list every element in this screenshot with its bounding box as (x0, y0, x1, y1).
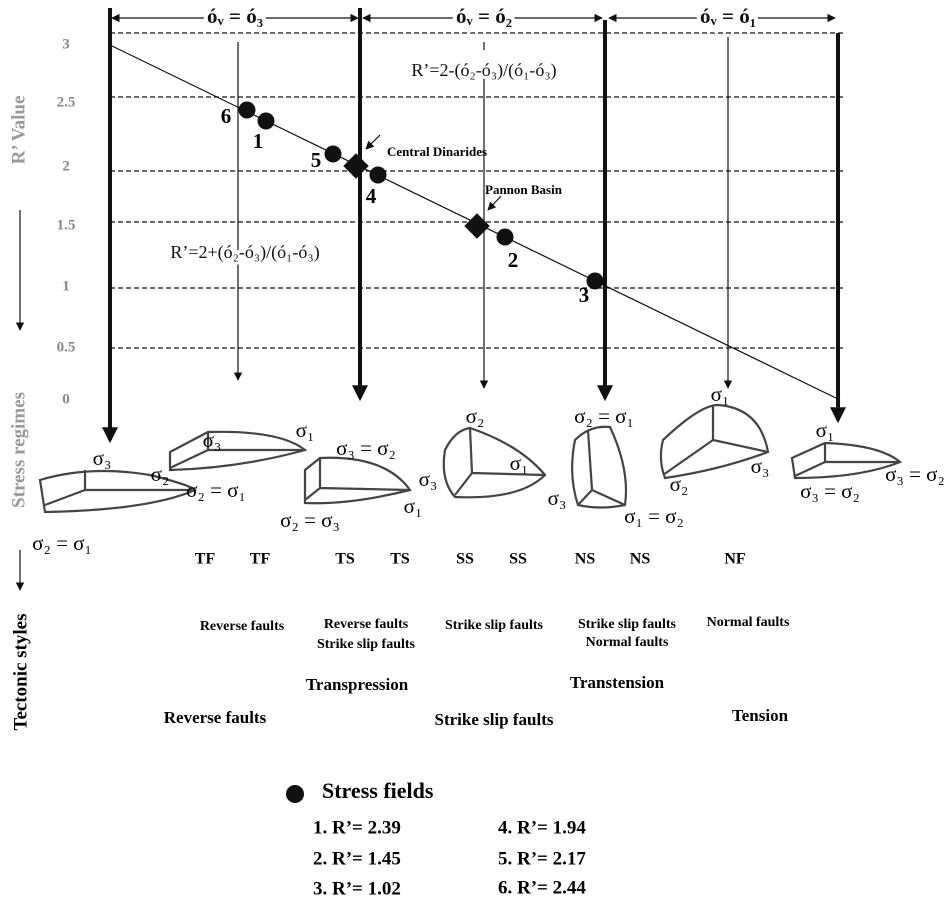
stress-label: σ₃ (751, 454, 770, 478)
tectonic-style: Reverse faults (164, 708, 267, 727)
tectonic-style: Tension (732, 706, 789, 725)
diamond (464, 213, 489, 238)
stress-label: σ₁ (816, 418, 835, 442)
point (497, 229, 514, 246)
legend-entry: 6. R’= 2.44 (498, 877, 586, 898)
regime-code: TS (390, 551, 410, 568)
stress-label: σ₃ = σ₂ (336, 436, 396, 460)
side-label: Stress regimes (8, 392, 29, 508)
stress-label: σ₃ = σ₂ (885, 462, 945, 486)
stress-label: σ₂ (151, 462, 170, 486)
legend-marker (286, 785, 304, 803)
point (370, 167, 387, 184)
regime-code: SS (509, 551, 527, 568)
point-label: 2 (508, 248, 519, 272)
legend-entry: 1. R’= 2.39 (313, 817, 401, 838)
tectonic-style: Strike slip faults (317, 637, 416, 652)
tectonic-style: Strike slip faults (578, 617, 677, 632)
axis-tick: 2 (62, 158, 70, 174)
regime-header: óᵥ = ó₂ (456, 4, 512, 28)
legend-entry: 3. R’= 1.02 (313, 878, 401, 899)
stress-label: σ₂ (466, 404, 485, 428)
regime-code: TF (250, 551, 271, 568)
tectonic-style: Strike slip faults (434, 710, 553, 729)
regime-code: NF (724, 551, 746, 568)
stress-label: σ₁ (711, 382, 730, 406)
regime-code: TS (335, 551, 355, 568)
annotation: Central Dinarides (387, 144, 487, 159)
axis-label: R’ Value (8, 96, 29, 165)
point (325, 146, 342, 163)
axis-tick: 0.5 (57, 339, 76, 355)
tectonic-style: Transtension (570, 673, 665, 692)
stress-label: σ₃ (203, 428, 222, 452)
legend-title: Stress fields (322, 778, 434, 803)
point (239, 102, 256, 119)
tectonic-style: Reverse faults (200, 619, 285, 634)
figure: óᵥ = ó₃ óᵥ = ó₂ óᵥ = ó₁ R’=2-(ó₂-ó₃)/(ó₁-ó₃… (0, 0, 948, 905)
regime-code: TF (195, 551, 216, 568)
stress-label: σ₁ (296, 418, 315, 442)
stress-label: σ₁ = σ₂ (624, 504, 684, 528)
stress-label: σ₃ = σ₂ (800, 479, 860, 503)
axis-tick: 1 (62, 278, 70, 294)
formula: R’=2+(ó₂-ó₃)/(ó₁-ó₃) (170, 242, 319, 263)
annotation-arrow (488, 196, 501, 210)
point-label: 4 (366, 184, 377, 208)
annotation: Pannon Basin (485, 182, 563, 197)
page: óᵥ = ó₃ óᵥ = ó₂ óᵥ = ó₁ R’=2-(ó₂-ó₃)/(ó₁-ó₃… (0, 0, 948, 905)
stress-label: σ₃ (548, 486, 567, 510)
annotation-arrow (366, 135, 380, 149)
stress-label: σ₂ (670, 472, 689, 496)
stress-label: σ₂ = σ₁ (186, 478, 246, 502)
stress-label: σ₃ (93, 446, 112, 470)
regime-header: óᵥ = ó₃ (207, 4, 263, 28)
tectonic-style: Strike slip faults (445, 618, 544, 633)
legend-entry: 2. R’= 1.45 (313, 848, 401, 869)
stress-label: σ₂ = σ₁ (32, 531, 92, 555)
regime-code: NS (630, 551, 651, 568)
formula: R’=2-(ó₂-ó₃)/(ó₁-ó₃) (411, 60, 556, 81)
regime-code: SS (456, 551, 474, 568)
regime-header: óᵥ = ó₁ (700, 4, 756, 28)
legend-entry: 4. R’= 1.94 (498, 817, 586, 838)
grid (110, 33, 845, 348)
point-label: 3 (579, 283, 590, 307)
stress-label: σ₃ (419, 467, 438, 491)
point-label: 6 (221, 104, 232, 128)
legend-entry: 5. R’= 2.17 (498, 848, 586, 869)
axis-tick: 3 (62, 36, 70, 52)
tectonic-style: Reverse faults (324, 617, 409, 632)
diamond (343, 153, 368, 178)
stress-label: σ₁ (510, 451, 529, 475)
stress-label: σ₁ (404, 494, 423, 518)
side-label: Tectonic styles (10, 614, 31, 731)
stress-label: σ₂ = σ₁ (574, 404, 634, 428)
axis-tick: 1.5 (57, 217, 76, 233)
stress-label: σ₂ = σ₃ (280, 508, 340, 532)
point-label: 1 (253, 129, 264, 153)
tectonic-style: Normal faults (707, 615, 790, 630)
tectonic-style: Normal faults (586, 635, 669, 650)
axis-tick: 0 (62, 391, 70, 407)
regime-code: NS (575, 551, 596, 568)
point-label: 5 (311, 148, 322, 172)
tectonic-style: Transpression (306, 675, 409, 694)
axis-tick: 2.5 (57, 94, 76, 110)
point (258, 113, 275, 130)
